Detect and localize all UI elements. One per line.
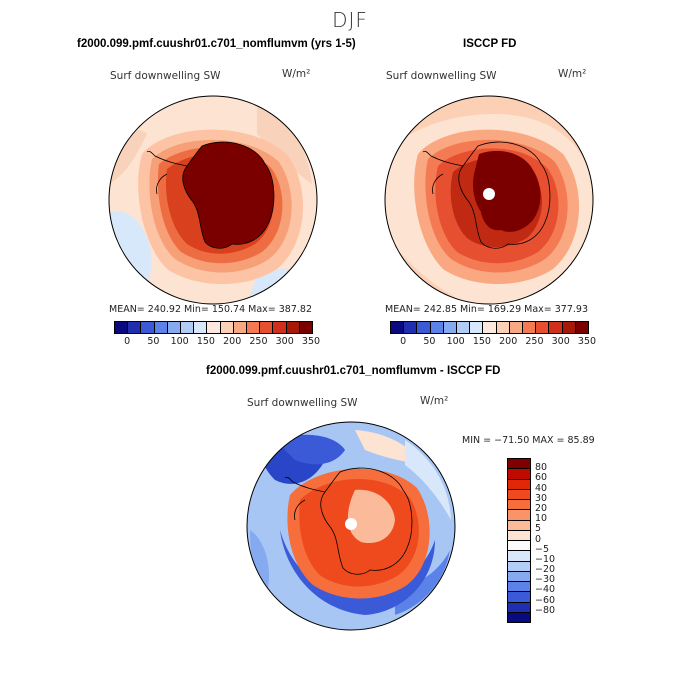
colorbar-model-swatch — [128, 322, 142, 333]
colorbar-obs-tick-label: 250 — [525, 336, 544, 347]
colorbar-obs-swatch — [523, 322, 537, 333]
colorbar-diff-swatch — [508, 602, 530, 613]
colorbar-model-swatch — [273, 322, 287, 333]
colorbar-obs-swatch — [575, 322, 589, 333]
units-label-obs: W/m² — [558, 68, 587, 80]
colorbar-obs-swatch — [443, 322, 458, 333]
colorbar-obs-tick-label: 100 — [446, 336, 465, 347]
colorbar-model-tick-label: 100 — [170, 336, 189, 347]
colorbar-diff-label: −5 — [535, 543, 550, 555]
colorbar-obs-tick-label: 0 — [400, 336, 407, 347]
colorbar-obs-tick-label: 200 — [499, 336, 518, 347]
field-label-obs: Surf downwelling SW — [386, 70, 497, 82]
colorbar-model-swatch — [233, 322, 248, 333]
colorbar-model-swatch — [260, 322, 274, 333]
colorbar-obs-tick-label: 150 — [472, 336, 491, 347]
colorbar-obs-swatch — [430, 322, 444, 333]
polar-map-model — [108, 95, 318, 305]
colorbar-diff-label: 10 — [535, 513, 548, 525]
colorbar-obs-tick-label: 300 — [551, 336, 570, 347]
colorbar-obs-swatch — [417, 322, 431, 333]
colorbar-obs-swatch — [457, 322, 471, 333]
colorbar-model-swatch — [154, 322, 168, 333]
colorbar-diff-label: −30 — [535, 574, 556, 586]
colorbar-obs-swatch — [549, 322, 563, 333]
colorbar-ticks-model: 0 50 100 150 200 250 300 350 — [114, 336, 320, 348]
colorbar-model-tick-label: 50 — [147, 336, 160, 347]
colorbar-diff-label: −80 — [535, 604, 556, 616]
panel-title-model: f2000.099.pmf.cuushr01.c701_nomflumvm (y… — [77, 38, 356, 50]
colorbar-obs-tick-label: 350 — [577, 336, 597, 347]
colorbar-diff-label: −20 — [535, 564, 556, 576]
colorbar-obs-tick-label: 50 — [423, 336, 436, 347]
colorbar-diff — [507, 458, 531, 623]
colorbar-diff-swatch — [508, 479, 530, 490]
panel-title-obs: ISCCP FD — [463, 38, 517, 50]
colorbar-model-swatch — [207, 322, 221, 333]
colorbar-obs-swatch — [391, 322, 405, 333]
colorbar-model-swatch — [194, 322, 208, 333]
colorbar-diff-swatch — [508, 582, 530, 593]
colorbar-model-swatch — [299, 322, 313, 333]
colorbar-obs — [390, 321, 589, 334]
figure-title: DJF — [332, 8, 368, 32]
colorbar-obs-swatch — [483, 322, 497, 333]
units-label-model: W/m² — [282, 68, 311, 80]
colorbar-diff-label: −10 — [535, 553, 556, 565]
polar-map-diff — [246, 421, 456, 631]
colorbar-diff-swatch — [508, 510, 530, 521]
colorbar-model-swatch — [181, 322, 195, 333]
colorbar-diff-swatch — [508, 612, 530, 622]
colorbar-diff-swatch — [508, 592, 530, 603]
colorbar-diff-swatch — [508, 469, 530, 480]
colorbar-diff-label: 80 — [535, 462, 548, 474]
stats-diff: MIN = −71.50 MAX = 85.89 — [462, 435, 595, 446]
colorbar-model-swatch — [247, 322, 261, 333]
colorbar-model-swatch — [115, 322, 129, 333]
colorbar-model-tick-label: 300 — [275, 336, 294, 347]
colorbar-diff-label: 5 — [535, 523, 542, 535]
colorbar-diff-swatch — [508, 561, 530, 572]
colorbar-model — [114, 321, 313, 334]
field-label-diff: Surf downwelling SW — [247, 397, 358, 409]
colorbar-diff-swatch — [508, 530, 530, 541]
colorbar-model-swatch — [286, 322, 300, 333]
colorbar-obs-swatch — [536, 322, 550, 333]
colorbar-diff-label: 60 — [535, 472, 548, 484]
colorbar-diff-label: −40 — [535, 584, 556, 596]
polar-map-obs — [384, 95, 594, 305]
colorbar-obs-swatch — [404, 322, 418, 333]
units-label-diff: W/m² — [420, 395, 449, 407]
colorbar-diff-swatch — [508, 459, 530, 470]
colorbar-model-tick-label: 0 — [124, 336, 131, 347]
colorbar-diff-label: 0 — [535, 533, 542, 545]
colorbar-diff-swatch — [508, 520, 530, 531]
colorbar-diff-swatch — [508, 541, 530, 552]
colorbar-model-swatch — [220, 322, 234, 333]
colorbar-model-swatch — [141, 322, 155, 333]
field-label-model: Surf downwelling SW — [110, 70, 221, 82]
colorbar-model-tick-label: 350 — [301, 336, 321, 347]
colorbar-model-tick-label: 250 — [249, 336, 268, 347]
colorbar-diff-swatch — [508, 500, 530, 511]
stats-obs: MEAN= 242.85 Min= 169.29 Max= 377.93 — [385, 304, 589, 315]
colorbar-diff-label: −60 — [535, 594, 556, 606]
colorbar-diff-swatch — [508, 489, 530, 500]
colorbar-obs-swatch — [509, 322, 524, 333]
colorbar-diff-label: 20 — [535, 502, 548, 514]
colorbar-obs-swatch — [562, 322, 576, 333]
colorbar-diff-label: 40 — [535, 482, 548, 494]
colorbar-obs-swatch — [496, 322, 510, 333]
colorbar-diff-swatch — [508, 571, 530, 582]
colorbar-diff-swatch — [508, 551, 530, 562]
colorbar-model-tick-label: 150 — [196, 336, 215, 347]
colorbar-obs-swatch — [470, 322, 484, 333]
colorbar-ticks-obs: 0 50 100 150 200 250 300 350 — [390, 336, 596, 348]
colorbar-model-swatch — [167, 322, 182, 333]
panel-title-diff: f2000.099.pmf.cuushr01.c701_nomflumvm - … — [206, 365, 501, 377]
colorbar-diff-label: 30 — [535, 492, 548, 504]
stats-model: MEAN= 240.92 Min= 150.74 Max= 387.82 — [109, 304, 313, 315]
colorbar-model-tick-label: 200 — [223, 336, 242, 347]
colorbar-diff-labels: 80 60 40 30 20 10 5 0 −5 −10 −20 −30 −40 −60 −80 — [535, 458, 575, 621]
